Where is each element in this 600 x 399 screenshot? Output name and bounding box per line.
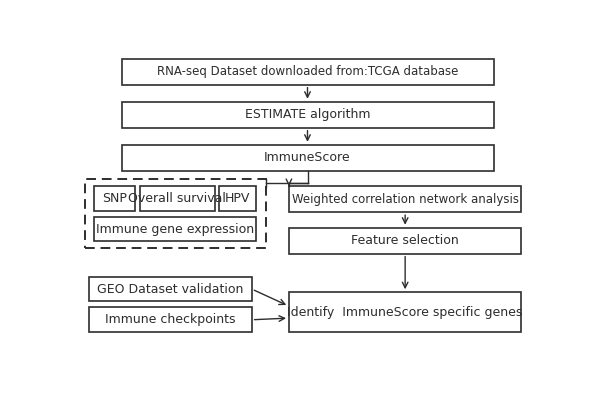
FancyBboxPatch shape — [121, 59, 493, 85]
FancyBboxPatch shape — [94, 217, 256, 241]
Text: Feature selection: Feature selection — [351, 234, 459, 247]
Text: Immune gene expression: Immune gene expression — [96, 223, 254, 236]
FancyBboxPatch shape — [89, 308, 252, 332]
FancyBboxPatch shape — [289, 227, 521, 254]
Text: Overall survival: Overall survival — [128, 192, 226, 205]
Text: ESTIMATE algorithm: ESTIMATE algorithm — [245, 108, 370, 121]
Text: Weighted correlation network analysis: Weighted correlation network analysis — [292, 193, 518, 206]
Text: HPV: HPV — [225, 192, 250, 205]
FancyBboxPatch shape — [219, 186, 256, 211]
Text: Immune checkpoints: Immune checkpoints — [105, 313, 236, 326]
FancyBboxPatch shape — [89, 277, 252, 301]
FancyBboxPatch shape — [94, 186, 136, 211]
FancyBboxPatch shape — [289, 292, 521, 332]
FancyBboxPatch shape — [121, 102, 493, 128]
Text: SNP: SNP — [102, 192, 127, 205]
FancyBboxPatch shape — [140, 186, 215, 211]
Text: RNA-seq Dataset downloaded from:TCGA database: RNA-seq Dataset downloaded from:TCGA dat… — [157, 65, 458, 78]
Text: Identify  ImmuneScore specific genes: Identify ImmuneScore specific genes — [287, 306, 523, 318]
FancyBboxPatch shape — [289, 186, 521, 212]
Text: GEO Dataset validation: GEO Dataset validation — [97, 282, 244, 296]
Text: ImmuneScore: ImmuneScore — [264, 151, 351, 164]
FancyBboxPatch shape — [121, 145, 493, 171]
